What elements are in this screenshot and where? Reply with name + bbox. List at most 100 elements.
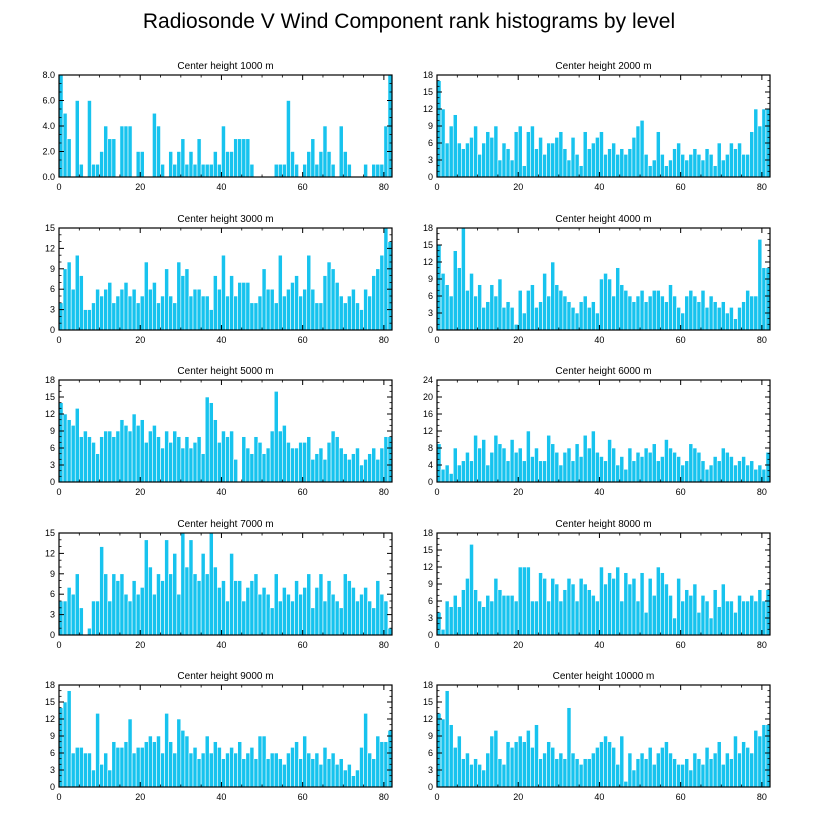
histogram-bar: [692, 583, 698, 636]
histogram-bar: [367, 295, 372, 331]
y-tick-label: 3: [428, 613, 433, 623]
histogram-bar: [196, 288, 202, 331]
histogram-bar: [574, 600, 580, 636]
x-tick-label: 40: [594, 640, 604, 650]
histogram-bar: [334, 600, 340, 636]
histogram-bar: [757, 589, 763, 636]
histogram-bar: [103, 573, 109, 636]
histogram-bar: [684, 758, 690, 788]
histogram-bar: [103, 752, 109, 788]
histogram-bar: [290, 282, 295, 331]
histogram-bar: [127, 600, 133, 636]
histogram-bar: [229, 275, 234, 331]
histogram-bar: [127, 430, 133, 483]
histogram-bar: [249, 453, 255, 483]
histogram-bar: [562, 295, 568, 331]
histogram-bar: [757, 239, 763, 331]
histogram-bar: [241, 282, 247, 331]
histogram-bar: [639, 290, 645, 331]
histogram-bar: [334, 436, 340, 483]
x-tick-label: 20: [135, 640, 145, 650]
y-tick-label: 6: [50, 748, 55, 758]
x-tick-label: 20: [135, 182, 145, 192]
histogram-bar: [83, 752, 88, 788]
histogram-bar: [176, 261, 182, 331]
y-tick-label: 12: [45, 714, 55, 724]
histogram-bar: [139, 295, 145, 331]
y-tick-label: 15: [423, 697, 433, 707]
histogram-bar: [156, 302, 161, 331]
histogram-bar: [550, 578, 556, 636]
histogram-bar: [135, 747, 141, 788]
histogram-bar: [160, 580, 165, 636]
histogram-bar: [664, 165, 669, 178]
panel-title: Center height 6000 m: [555, 366, 651, 377]
x-tick-label: 40: [594, 335, 604, 345]
y-tick-label: 6: [50, 443, 55, 453]
histogram-bar: [611, 447, 616, 483]
histogram-bar: [342, 302, 348, 331]
histogram-bar: [558, 290, 564, 331]
histogram-bar: [753, 108, 759, 178]
histogram-bar: [501, 764, 507, 788]
histogram-bar: [448, 724, 454, 788]
histogram-bar: [570, 752, 576, 788]
histogram-bar: [111, 741, 117, 788]
histogram-bar: [62, 701, 68, 788]
y-tick-label: 15: [423, 545, 433, 555]
histogram-bar: [489, 451, 495, 483]
histogram-bar: [123, 282, 129, 331]
histogram-bar: [245, 752, 251, 788]
histogram-bar: [229, 151, 234, 178]
histogram-bar: [603, 460, 608, 483]
histogram-bar: [257, 593, 263, 636]
histogram-bar: [591, 595, 596, 636]
histogram-bar: [95, 163, 100, 178]
histogram-bar: [192, 163, 198, 178]
x-tick-label: 40: [216, 487, 226, 497]
histogram-bar: [725, 312, 730, 331]
histogram-bar: [635, 295, 641, 331]
histogram-bar: [306, 151, 312, 178]
histogram-bar: [534, 447, 539, 483]
histogram-bar: [591, 142, 596, 178]
histogram-bar: [497, 443, 503, 483]
histogram-bar: [351, 587, 356, 636]
histogram-bar: [176, 151, 182, 178]
histogram-bar: [217, 442, 222, 483]
histogram-bar: [627, 752, 633, 788]
histogram-bar: [152, 741, 157, 788]
histogram-bar: [668, 159, 673, 178]
histogram-bar: [196, 580, 202, 636]
histogram-bar: [481, 142, 487, 178]
histogram-bar: [302, 587, 308, 636]
histogram-bar: [111, 573, 117, 636]
histogram-bar: [684, 589, 690, 636]
x-tick-label: 0: [56, 487, 61, 497]
histogram-bar: [538, 137, 543, 178]
histogram-bar: [570, 137, 576, 178]
histogram-panel: Center height 4000 m 0 20 40 60 80 0 3 6 9 12 15 18: [423, 214, 771, 345]
panel-title: Center height 4000 m: [555, 214, 651, 225]
histogram-bar: [611, 142, 616, 178]
histogram-bar: [521, 460, 527, 483]
histogram-bar: [505, 301, 511, 331]
histogram-bar: [176, 593, 182, 636]
y-tick-label: 6.0: [42, 96, 55, 106]
histogram-bar: [294, 275, 299, 331]
histogram-bar: [347, 764, 352, 788]
histogram-bar: [188, 539, 194, 636]
histogram-bar: [119, 419, 125, 483]
histogram-bar: [123, 593, 129, 636]
histogram-bar: [672, 617, 677, 636]
histogram-bar: [196, 758, 202, 788]
y-tick-label: 6: [428, 748, 433, 758]
histogram-bar: [684, 159, 690, 178]
histogram-bar: [302, 288, 308, 331]
histogram-bar: [664, 583, 669, 636]
histogram-bar: [465, 290, 470, 331]
histogram-bar: [119, 125, 125, 178]
histogram-bar: [647, 451, 653, 483]
histogram-bar: [359, 464, 364, 483]
histogram-bar: [127, 125, 133, 178]
